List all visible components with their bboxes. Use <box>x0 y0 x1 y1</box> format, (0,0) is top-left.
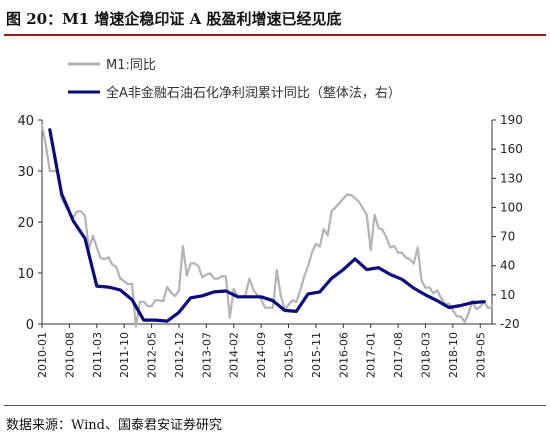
left-tick-label: 20 <box>17 216 34 231</box>
right-tick-label: 70 <box>500 230 515 244</box>
series-line-m1 <box>40 123 494 328</box>
left-tick-label: 10 <box>17 267 34 282</box>
x-tick-label: 2018-03 <box>419 332 432 378</box>
source-rule <box>4 405 546 406</box>
chart: M1:同比 全A非金融石油石化净利润累计同比（整体法，右） 0 10 20 30 40 -… <box>17 58 522 378</box>
series-layer <box>40 123 494 328</box>
legend: M1:同比 全A非金融石油石化净利润累计同比（整体法，右） <box>68 58 401 101</box>
x-tick-label: 2011-10 <box>118 332 131 378</box>
x-tick-label: 2014-09 <box>255 332 268 378</box>
right-tick-label: 190 <box>500 113 523 127</box>
left-tick-label: 40 <box>17 114 34 129</box>
right-tick-label: 160 <box>500 142 523 156</box>
x-tick-label: 2013-07 <box>200 332 213 378</box>
x-tick-label: 2019-05 <box>474 332 487 378</box>
x-tick-label: 2015-11 <box>310 332 323 378</box>
right-tick-label: -20 <box>500 317 520 331</box>
x-tick-label: 2017-01 <box>365 332 378 378</box>
right-tick-label: 40 <box>500 259 515 273</box>
x-tick-label: 2010-01 <box>36 332 49 378</box>
left-tick-label: 0 <box>26 318 34 333</box>
source-note: 数据来源：Wind、国泰君安证券研究 <box>6 418 222 433</box>
x-tick-label: 2016-06 <box>337 332 350 378</box>
x-tick-label: 2010-08 <box>63 332 76 378</box>
x-tick-label: 2011-03 <box>91 332 104 378</box>
x-tick-label: 2015-04 <box>283 332 296 378</box>
x-tick-label: 2018-10 <box>447 332 460 378</box>
x-tick-label: 2014-02 <box>228 332 241 378</box>
legend-label-profit: 全A非金融石油石化净利润累计同比（整体法，右） <box>106 85 401 101</box>
right-tick-label: 130 <box>500 171 523 185</box>
x-tick-label: 2017-08 <box>392 332 405 378</box>
series-line-profit <box>48 128 486 323</box>
x-tick-label: 2012-12 <box>173 332 186 378</box>
axes: 0 10 20 30 40 -20 10 40 70 100 130 160 190 2010-01 201… <box>17 113 522 378</box>
figure-title: 图 20：M1 增速企稳印证 A 股盈利增速已经见底 <box>6 10 342 28</box>
right-tick-label: 100 <box>500 200 523 214</box>
x-tick-label: 2012-05 <box>146 332 159 378</box>
legend-label-m1: M1:同比 <box>106 58 156 73</box>
right-tick-label: 10 <box>500 288 515 302</box>
left-tick-label: 30 <box>17 165 34 180</box>
title-rule <box>4 34 546 36</box>
